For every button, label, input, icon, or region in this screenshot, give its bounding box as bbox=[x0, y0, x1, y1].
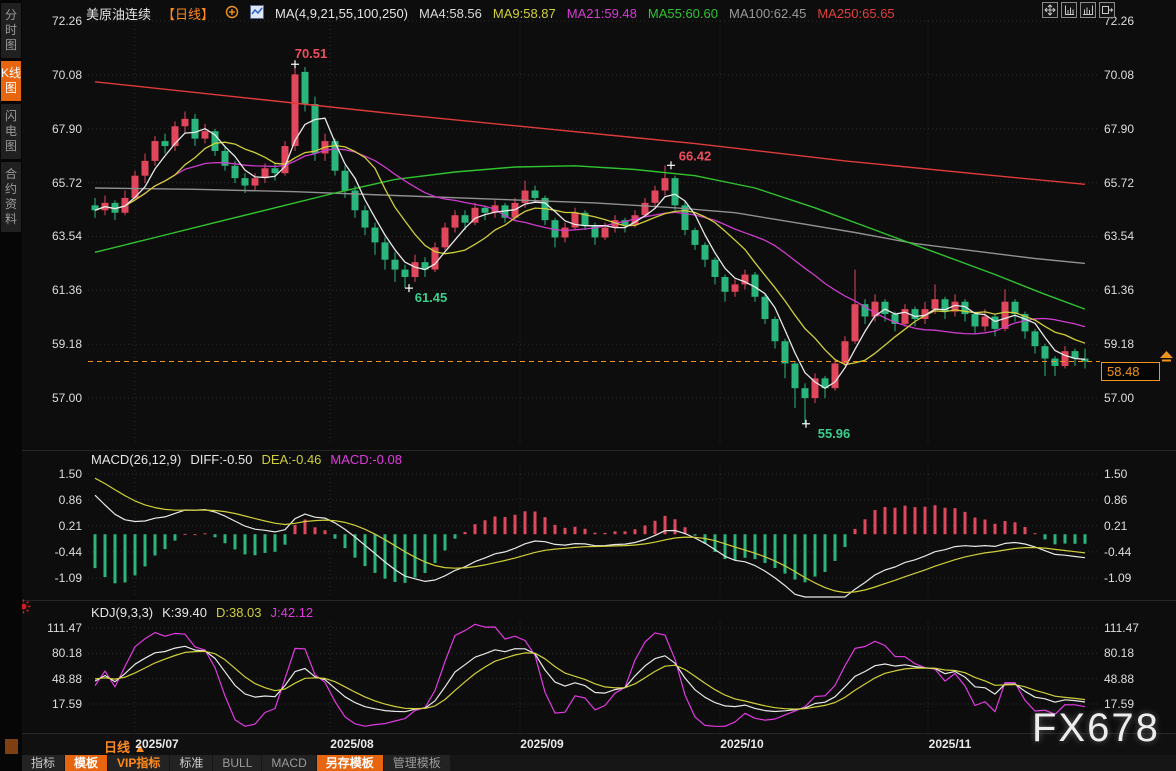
sidebar-tab-合约资料[interactable]: 合约资料 bbox=[1, 162, 21, 232]
resize-handle[interactable] bbox=[5, 739, 18, 754]
watermark: FX678 bbox=[1032, 706, 1160, 750]
bottom-tab-MACD[interactable]: MACD bbox=[262, 755, 316, 771]
chart-style-icon[interactable] bbox=[250, 4, 265, 22]
pan-icon[interactable] bbox=[1042, 2, 1058, 18]
bottom-tab-另存模板[interactable]: 另存模板 bbox=[316, 755, 383, 771]
kdj-header: KDJ(9,3,3) K:39.40 D:38.03 J:42.12 bbox=[91, 605, 322, 620]
bottom-tab-bar: 指标 模板 VIP指标 标准 BULL MACD 另存模板 管理模板 bbox=[22, 755, 1176, 771]
price-annotation: 70.51 bbox=[291, 46, 328, 69]
price-annotation: 61.45 bbox=[405, 284, 447, 305]
macd-diff-value: DIFF:-0.50 bbox=[190, 452, 253, 467]
svg-text:55.96: 55.96 bbox=[818, 426, 851, 441]
axis-tick-label: 67.90 bbox=[51, 121, 82, 136]
add-indicator-icon[interactable] bbox=[225, 5, 239, 22]
axis-tick-label: 1.50 bbox=[1104, 467, 1128, 481]
axis-tick-label: 57.00 bbox=[1104, 391, 1135, 406]
topbar-item: 美原油连续 bbox=[86, 6, 152, 22]
chart-canvas[interactable]: 70.51 66.42 61.45 55.96 bbox=[0, 0, 1176, 733]
axis-tick-label: 63.54 bbox=[51, 229, 82, 244]
macd-pane bbox=[93, 477, 1087, 598]
topbar-item: MA55:60.60 bbox=[647, 5, 718, 21]
axis-tick-label: 59.18 bbox=[51, 337, 82, 352]
axis-tick-label: 61.36 bbox=[51, 283, 82, 298]
month-label: 2025/07 bbox=[135, 737, 179, 751]
kdj-k-value: K:39.40 bbox=[162, 605, 207, 620]
axis-tick-label: -1.09 bbox=[54, 570, 82, 585]
axis-tick-label: 70.08 bbox=[51, 67, 82, 82]
month-label: 2025/11 bbox=[928, 737, 972, 751]
topbar-item: MA100:62.45 bbox=[728, 5, 807, 21]
macd-value: MACD:-0.08 bbox=[330, 452, 402, 467]
kdj-title: KDJ(9,3,3) bbox=[91, 605, 154, 620]
axis-tick-label: 1.50 bbox=[58, 467, 82, 481]
sidebar-tab-分时图[interactable]: 分时图 bbox=[1, 3, 21, 58]
macd-header: MACD(26,12,9) DIFF:-0.50 DEA:-0.46 MACD:-0.… bbox=[91, 452, 411, 467]
candlestick-series bbox=[91, 64, 1089, 424]
bottom-tab-模板[interactable]: 模板 bbox=[65, 755, 108, 771]
topbar-item: MA(4,9,21,55,100,250) bbox=[275, 5, 409, 21]
ma-overlay-lines bbox=[94, 81, 1086, 389]
current-price-tag[interactable]: 58.48 bbox=[1101, 362, 1160, 381]
month-label: 2025/09 bbox=[520, 737, 564, 751]
macd-dea-value: DEA:-0.46 bbox=[261, 452, 322, 467]
axis-tick-label: 65.72 bbox=[1104, 175, 1135, 190]
bottom-tab-VIP指标[interactable]: VIP指标 bbox=[108, 755, 170, 771]
axis-tick-label: 48.88 bbox=[1104, 671, 1135, 686]
bottom-tab-管理模板[interactable]: 管理模板 bbox=[383, 755, 450, 771]
axis-tick-label: 67.90 bbox=[1104, 121, 1135, 136]
collapse-panel-icon[interactable] bbox=[1099, 2, 1115, 18]
left-sidebar: 分时图 K线图闪电图合约资料 bbox=[0, 0, 22, 771]
scale-left-icon[interactable] bbox=[1061, 2, 1077, 18]
month-label: 2025/08 bbox=[330, 737, 374, 751]
axis-tick-label: -1.09 bbox=[1104, 570, 1132, 585]
period-selector[interactable]: 日线 ▲ bbox=[104, 740, 147, 755]
axis-tick-label: 65.72 bbox=[51, 175, 82, 190]
axis-tick-label: 0.21 bbox=[1104, 518, 1128, 533]
axis-tick-label: 0.86 bbox=[1104, 492, 1128, 507]
svg-text:66.42: 66.42 bbox=[679, 148, 712, 163]
axis-tick-label: 17.59 bbox=[51, 696, 82, 711]
bottom-tab-标准[interactable]: 标准 bbox=[170, 755, 213, 771]
chart-topbar: 美原油连续 【日线】 MA(4,9,21,55,100,250) MA4:58.56 M… bbox=[86, 4, 895, 22]
chart-toolbar-icons bbox=[1042, 2, 1115, 18]
topbar-item: MA4:58.56 bbox=[419, 5, 482, 21]
axis-tick-label: 59.18 bbox=[1104, 337, 1135, 352]
axis-tick-label: 111.47 bbox=[1104, 621, 1139, 635]
axis-tick-label: 70.08 bbox=[1104, 67, 1135, 82]
axis-tick-label: -0.44 bbox=[1104, 544, 1132, 559]
axis-tick-label: 80.18 bbox=[51, 646, 82, 661]
topbar-item: MA250:65.65 bbox=[817, 5, 895, 21]
axis-tick-label: 72.26 bbox=[51, 14, 82, 28]
scale-right-icon[interactable] bbox=[1080, 2, 1096, 18]
axis-tick-label: -0.44 bbox=[54, 544, 82, 559]
topbar-item: 【日线】 bbox=[162, 6, 215, 22]
axis-tick-label: 0.21 bbox=[58, 518, 82, 533]
bottom-tab-BULL[interactable]: BULL bbox=[213, 755, 262, 771]
sidebar-tab-闪电图[interactable]: 闪电图 bbox=[1, 104, 21, 159]
axis-tick-label: 80.18 bbox=[1104, 646, 1135, 661]
axis-tick-label: 0.86 bbox=[58, 492, 82, 507]
month-label: 2025/10 bbox=[720, 737, 764, 751]
kdj-pane bbox=[94, 623, 1086, 727]
svg-text:70.51: 70.51 bbox=[295, 46, 328, 61]
sidebar-tab-K线图[interactable]: K线图 bbox=[1, 61, 21, 101]
bottom-tab-指标[interactable]: 指标 bbox=[22, 755, 65, 771]
axis-tick-label: 63.54 bbox=[1104, 229, 1135, 244]
axis-tick-label: 61.36 bbox=[1104, 283, 1135, 298]
topbar-item: MA9:58.87 bbox=[492, 5, 556, 21]
axis-tick-label: 57.00 bbox=[51, 391, 82, 406]
kdj-j-value: J:42.12 bbox=[270, 605, 314, 620]
price-annotation: 55.96 bbox=[802, 419, 851, 441]
price-annotation: 66.42 bbox=[667, 148, 712, 170]
axis-tick-label: 111.47 bbox=[47, 621, 82, 635]
topbar-item: MA21:59.48 bbox=[566, 5, 637, 21]
axis-tick-label: 48.88 bbox=[51, 671, 82, 686]
svg-text:61.45: 61.45 bbox=[415, 290, 448, 305]
macd-title: MACD(26,12,9) bbox=[91, 452, 182, 467]
price-up-arrow-icon bbox=[1159, 350, 1174, 368]
axis-tick-label: 17.59 bbox=[1104, 696, 1135, 711]
kdj-d-value: D:38.03 bbox=[215, 605, 262, 620]
x-axis-strip: 日线 ▲ 2025/07 2025/08 2025/09 2025/10 2025/11 bbox=[22, 733, 1176, 756]
